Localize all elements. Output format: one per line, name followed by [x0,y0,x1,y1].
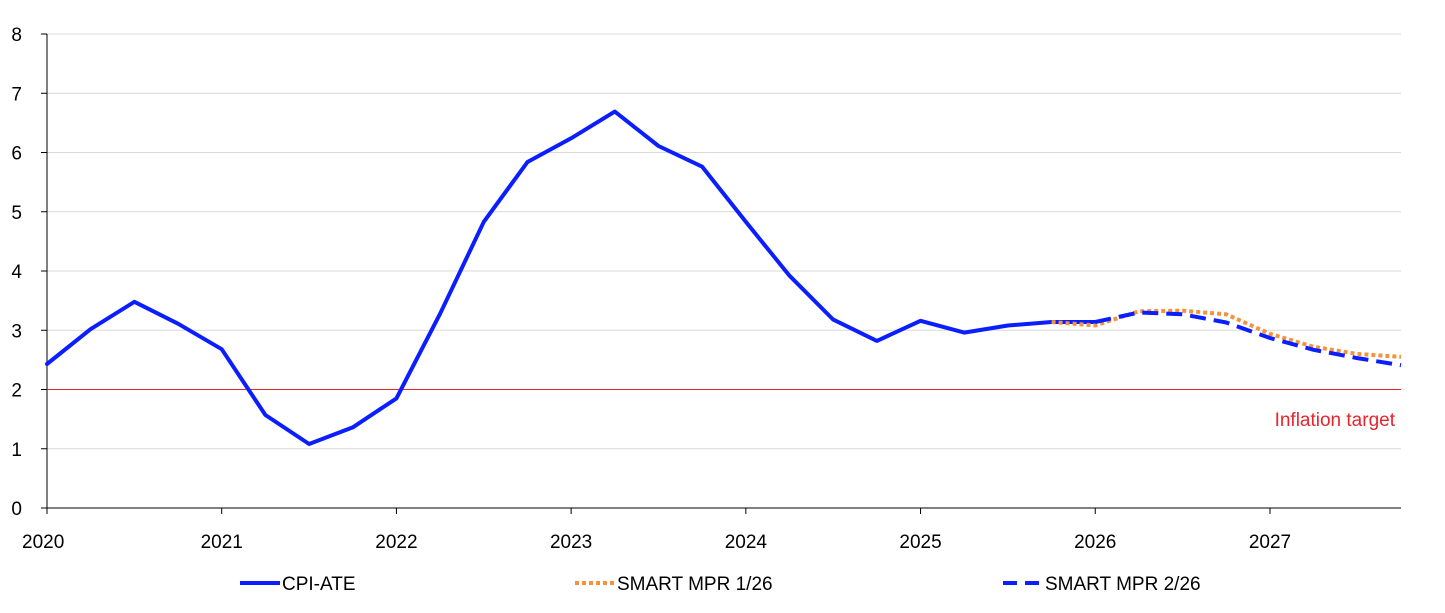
axes: 0 1 2 3 4 5 6 7 8 2020 2021 2022 2023 2024 2025 2026 202… [11,25,1401,553]
y-tick-label: 4 [11,262,22,283]
y-tick-label: 5 [11,203,22,224]
y-tick-label: 1 [11,440,22,461]
x-tick-label: 2020 [22,532,64,553]
y-tick-label: 6 [11,144,22,165]
y-tick-label: 7 [11,84,22,105]
x-tick-label: 2027 [1249,532,1291,553]
y-tick-label: 2 [11,381,22,402]
x-tick-label: 2023 [550,532,592,553]
x-tick-label: 2025 [899,532,941,553]
x-tick-label: 2021 [201,532,243,553]
inflation-target-line-group: Inflation target [47,389,1401,431]
inflation-target-label: Inflation target [1275,410,1396,431]
x-tick-label: 2022 [375,532,417,553]
series-lines [45,109,1402,446]
y-tick-label: 0 [11,499,22,520]
legend-label-cpi-ate: CPI-ATE [282,574,356,595]
x-tick-label: 2024 [725,532,768,553]
series-line-smart-mpr-2-26 [1094,310,1402,368]
series-line-cpi-ate [45,109,1098,446]
legend-label-smart-mpr-1-26: SMART MPR 1/26 [617,574,773,595]
y-tick-label: 8 [11,25,22,46]
gridlines [47,33,1401,450]
legend: CPI-ATE SMART MPR 1/26 SMART MPR 2/26 [240,574,1201,595]
y-tick-label: 3 [11,321,22,342]
x-tick-label: 2026 [1074,532,1116,553]
legend-label-smart-mpr-2-26: SMART MPR 2/26 [1045,574,1201,595]
series-line-smart-mpr-1-26 [1051,308,1402,359]
